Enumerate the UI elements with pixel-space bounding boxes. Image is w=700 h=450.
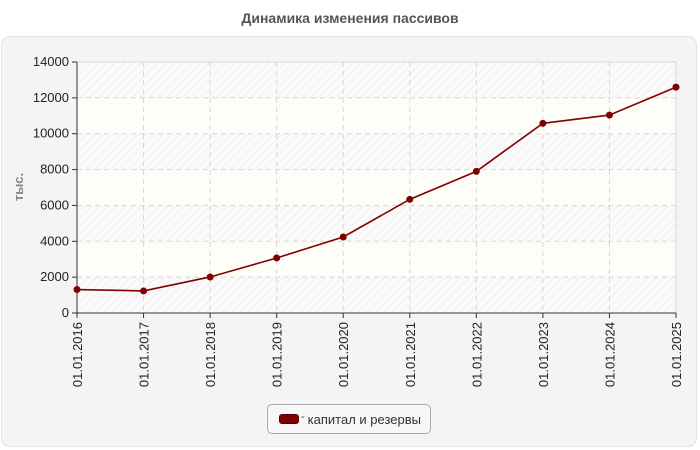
x-tick-label: 01.01.2018 [203, 322, 218, 387]
x-tick-label: 01.01.2020 [336, 322, 351, 387]
y-tick-label: 0 [62, 305, 69, 320]
y-axis-ticks: 0 2000 4000 6000 8000 10000 12000 14000 [33, 54, 77, 320]
data-point[interactable] [273, 254, 281, 262]
data-point[interactable] [472, 167, 480, 175]
x-tick-label: 01.01.2021 [403, 322, 418, 387]
data-point[interactable] [672, 83, 680, 91]
grid-lines [77, 61, 677, 313]
data-point[interactable] [206, 273, 214, 281]
legend-dash: - [301, 411, 305, 423]
y-tick-label: 6000 [40, 197, 69, 212]
series-line [76, 86, 677, 292]
y-tick-label: 8000 [40, 162, 69, 177]
data-point[interactable] [140, 287, 148, 295]
data-point[interactable] [539, 119, 547, 127]
y-tick-label: 10000 [33, 126, 69, 141]
axes [76, 62, 676, 314]
x-tick-label: 01.01.2025 [669, 322, 684, 387]
x-tick-label: 01.01.2017 [137, 322, 152, 387]
x-tick-label: 01.01.2022 [469, 322, 484, 387]
data-series [73, 83, 680, 295]
y-tick-label: 14000 [33, 54, 69, 69]
chart-title: Динамика изменения пассивов [241, 10, 459, 26]
legend[interactable]: - капитал и резервы [267, 404, 431, 434]
x-axis-ticks: 01.01.2016 01.01.2017 01.01.2018 01.01.2019… [70, 313, 684, 387]
data-point[interactable] [339, 233, 347, 241]
data-point[interactable] [605, 111, 613, 119]
y-axis-label: тыс. [11, 173, 26, 201]
legend-swatch-icon [279, 414, 299, 424]
x-tick-label: 01.01.2023 [536, 322, 551, 387]
y-tick-label: 12000 [33, 90, 69, 105]
legend-label: капитал и резервы [307, 411, 421, 427]
data-point[interactable] [406, 195, 414, 203]
data-point[interactable] [73, 286, 81, 294]
plot-area [76, 61, 677, 314]
x-tick-label: 01.01.2024 [602, 322, 617, 387]
x-tick-label: 01.01.2016 [70, 322, 85, 387]
y-tick-label: 2000 [40, 269, 69, 284]
x-tick-label: 01.01.2019 [270, 322, 285, 387]
y-tick-label: 4000 [40, 233, 69, 248]
